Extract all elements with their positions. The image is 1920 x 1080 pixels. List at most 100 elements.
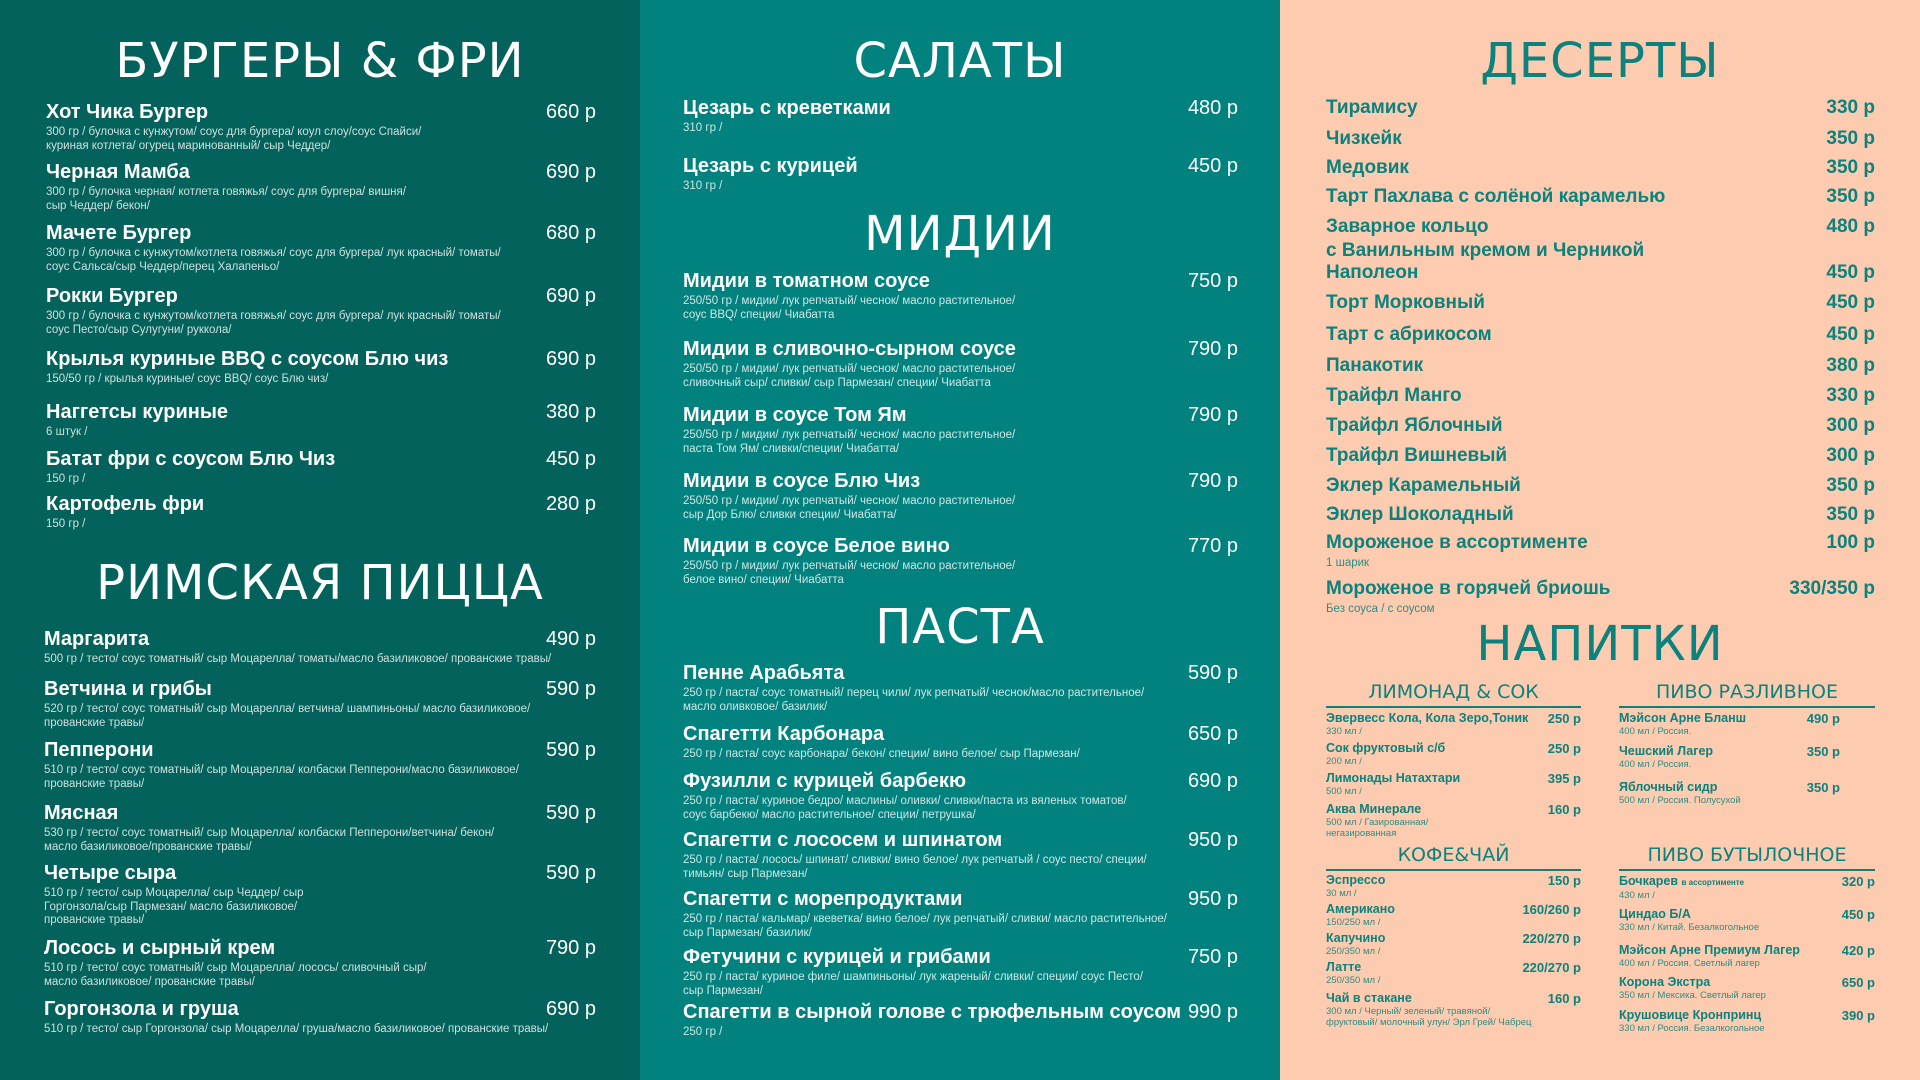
menu-item: Мэйсон Арне Бланш 490 р 400 мл / Россия. [1619,711,1840,737]
item-description: 500 мл / Газированная/ негазированная [1326,817,1429,839]
item-name: Корона Экстра [1619,975,1711,989]
desserts-drinks-column: ДЕСЕРТЫ Тирамису 330 р Чизкейк 350 р Медовик 3… [1280,0,1920,1080]
item-name: Тарт Пахлава с солёной карамелью [1326,186,1666,207]
item-price: 950 р [1187,888,1238,910]
section-title-desserts: ДЕСЕРТЫ [1480,33,1720,89]
item-description: 530 гр / тесто/ соус томатный/ сыр Моцар… [44,827,495,853]
item-name: Пепперони [44,739,154,761]
item-price: 390 р [1841,1008,1875,1023]
menu-item: Эклер Шоколадный 350 р [1326,503,1875,529]
item-name: Мачете Бургер [46,222,192,244]
section-title-pizza: РИМСКАЯ ПИЦЦА [96,555,544,611]
item-price: 250 р [1547,711,1581,726]
item-name: Лимонады Натахтари [1326,771,1461,785]
item-description: 150 гр / [46,473,86,485]
subheading-lemonade: ЛИМОНАД & СОК [1326,681,1581,708]
menu-item: Фузилли с курицей барбекю 690 р 250 гр / п… [683,769,1238,822]
item-price: 690 р [545,161,596,183]
item-price: 395 р [1547,771,1581,786]
item-price: 250 р [1547,741,1581,756]
item-description: 250/50 гр / мидии/ лук репчатый/ чеснок/… [683,363,1016,389]
item-price: 950 р [1187,829,1238,851]
menu-item: Крушовице Кронпринц 390 р 330 мл / Россия.… [1619,1008,1875,1034]
item-name: Заварное кольцо с Ванильным кремом и Чер… [1326,216,1645,261]
item-name: Фетучини с курицей и грибами [683,946,991,968]
item-name: Чешский Лагер [1619,744,1714,758]
subheading-coffee-tea: КОФЕ&ЧАЙ [1326,844,1581,871]
item-description: 400 мл / Россия. Светлый лагер [1619,958,1760,969]
item-name: Мидии в соусе Блю Чиз [683,470,921,492]
item-price: 690 р [1187,770,1238,792]
menu-item: Аква Минерале 160 р 500 мл / Газированная/… [1326,802,1581,839]
item-name: Спагетти Карбонара [683,723,885,745]
item-price: 220/270 р [1522,960,1581,975]
item-description: 250 гр / паста/ кальмар/ квеветка/ вино … [683,913,1167,939]
menu-item: Мачете Бургер 680 р 300 гр / булочка с кун… [46,221,596,274]
item-name: Трайфл Манго [1326,385,1462,406]
item-price: 280 р [545,493,596,515]
item-description: 250 гр / паста/ соус карбонара/ бекон/ с… [683,748,1080,760]
item-description: 300 гр / булочка черная/ котлета говяжья… [46,186,406,212]
menu-item: Заварное кольцо с Ванильным кремом и Чер… [1326,215,1875,265]
item-price: 790 р [1187,338,1238,360]
menu-item: Чешский Лагер 350 р 400 мл / Россия. [1619,744,1840,770]
menu-item: Картофель фри 280 р 150 гр / [46,492,596,532]
item-description: 300 гр / булочка с кунжутом/ соус для бу… [46,126,422,152]
menu-item: Спагетти с лососем и шпинатом 950 р 250 гр… [683,828,1238,881]
item-name: Наггетсы куриные [46,401,229,423]
menu-item: Мидии в соусе Том Ям 790 р 250/50 гр / мид… [683,403,1238,456]
item-name: Маргарита [44,628,150,650]
menu-item: Лимонады Натахтари 395 р 500 мл / [1326,771,1581,797]
item-description: 350 мл / Мексика. Светлый лагер [1619,990,1766,1001]
menu-item: Спагетти в сырной голове с трюфельным со… [683,1000,1238,1040]
item-name: Крушовице Кронпринц [1619,1008,1762,1022]
menu-item: Чай в стакане 160 р 300 мл / Черный/ зелен… [1326,991,1581,1028]
item-price: 590 р [545,739,596,761]
item-description: 300 гр / булочка с кунжутом/котлета говя… [46,310,501,336]
item-name: Пенне Арабьята [683,662,845,684]
item-name: Мэйсон Арне Бланш [1619,711,1747,725]
menu-item: Медовик 350 р [1326,156,1875,182]
item-name: Бочкарев в ассортименте [1619,874,1875,890]
item-price: 330 р [1826,385,1875,406]
item-description: 250/50 гр / мидии/ лук репчатый/ чеснок/… [683,560,1016,586]
item-price: 350 р [1826,475,1875,496]
item-description: 250 гр / паста/ лосось/ шпинат/ сливки/ … [683,854,1147,880]
item-name: Медовик [1326,157,1409,178]
item-name: Эвервесс Кола, Кола Зеро,Тоник [1326,711,1529,725]
menu-item: Панакотик 380 р [1326,354,1875,380]
menu-item: Тирамису 330 р [1326,96,1875,122]
section-title-burgers: БУРГЕРЫ & ФРИ [115,33,525,89]
item-price: 160/260 р [1522,902,1581,917]
item-name: Чизкейк [1326,128,1402,149]
menu-item: Мясная 590 р 530 гр / тесто/ соус томатный… [44,801,596,854]
item-price: 650 р [1841,975,1875,990]
item-price: 790 р [1187,470,1238,492]
menu-item: Цезарь с курицей 450 р 310 гр / [683,154,1238,194]
burgers-pizza-column: БУРГЕРЫ & ФРИ Хот Чика Бургер 660 р 300 гр … [0,0,640,1080]
item-description: 310 гр / [683,180,723,192]
item-name: Циндао Б/А [1619,907,1691,921]
item-description: 510 гр / тесто/ сыр Моцарелла/ сыр Чедде… [44,887,304,926]
item-description: 400 мл / Россия. [1619,759,1692,770]
item-price: 490 р [1806,711,1840,726]
item-description: 330 мл / Россия. Безалкогольное [1619,1023,1765,1034]
item-name: Мясная [44,802,119,824]
item-description: 250 гр / паста/ куриное бедро/ маслины/ … [683,795,1127,821]
item-price: 770 р [1187,535,1238,557]
item-description: 150/50 гр / крылья куриные/ соус BBQ/ со… [46,373,329,385]
item-description: 250/350 мл / [1326,975,1381,986]
menu-item: Четыре сыра 590 р 510 гр / тесто/ сыр Моца… [44,861,596,928]
menu-item: Спагетти с морепродуктами 950 р 250 гр / п… [683,887,1238,940]
menu-item: Торт Морковный 450 р [1326,291,1875,317]
item-name: Лосось и сырный крем [44,937,276,959]
item-description: 500 мл / [1326,786,1362,797]
item-price: 690 р [545,998,596,1020]
item-name: Фузилли с курицей барбекю [683,770,967,792]
section-title-mussels: МИДИИ [864,206,1056,262]
menu-item: Пенне Арабьята 590 р 250 гр / паста/ соус … [683,661,1238,714]
menu-item: Мороженое в ассортименте 100 р 1 шарик [1326,531,1875,571]
item-name: Капучино [1326,931,1386,945]
menu-item: Корона Экстра 650 р 350 мл / Мексика. Свет… [1619,975,1875,1001]
menu-item: Горгонзола и груша 690 р 510 гр / тесто/ с… [44,997,596,1037]
